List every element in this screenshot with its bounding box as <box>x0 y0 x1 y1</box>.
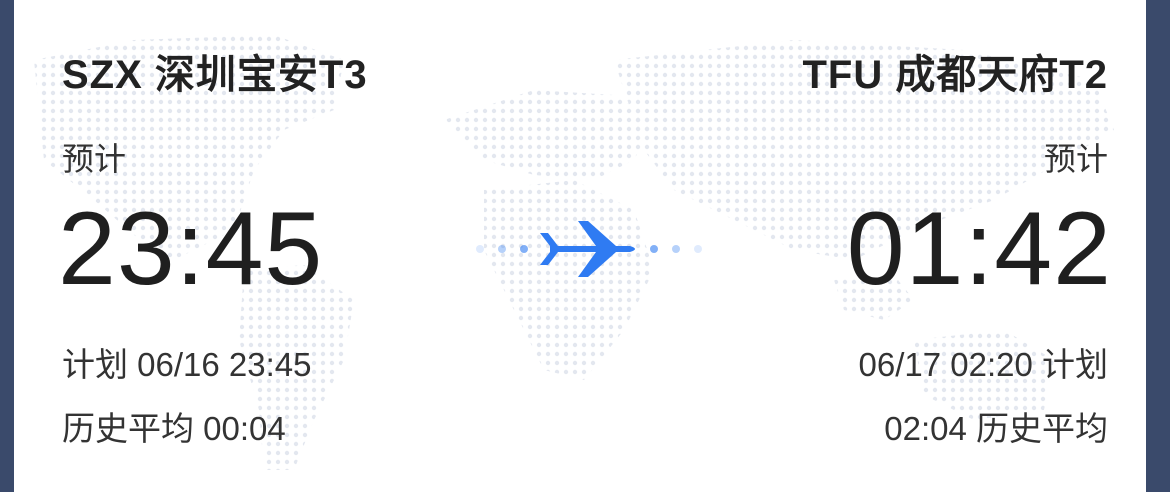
departure-estimated-time: 23:45 <box>58 191 324 307</box>
arrival-scheduled: 06/17 02:20 计划 <box>858 346 1109 383</box>
route-dots <box>476 221 702 277</box>
world-map-background <box>34 35 1114 470</box>
departure-scheduled: 计划 06/16 23:45 <box>62 346 312 383</box>
arrival-estimated-time: 01:42 <box>846 191 1112 307</box>
arrival-airport: TFU 成都天府T2 <box>802 53 1108 97</box>
airplane-icon <box>540 221 635 277</box>
departure-airport: SZX 深圳宝安T3 <box>62 53 368 97</box>
flight-card: SZX 深圳宝安T3 预计 23:45 计划 06/16 23:45 历史平均 … <box>14 0 1146 492</box>
arrival-estimate-label: 预计 <box>1043 141 1108 177</box>
route-indicator <box>466 214 706 284</box>
arrival-historical-average: 02:04 历史平均 <box>884 410 1108 447</box>
departure-estimate-label: 预计 <box>62 141 127 177</box>
departure-historical-average: 历史平均 00:04 <box>62 410 286 447</box>
